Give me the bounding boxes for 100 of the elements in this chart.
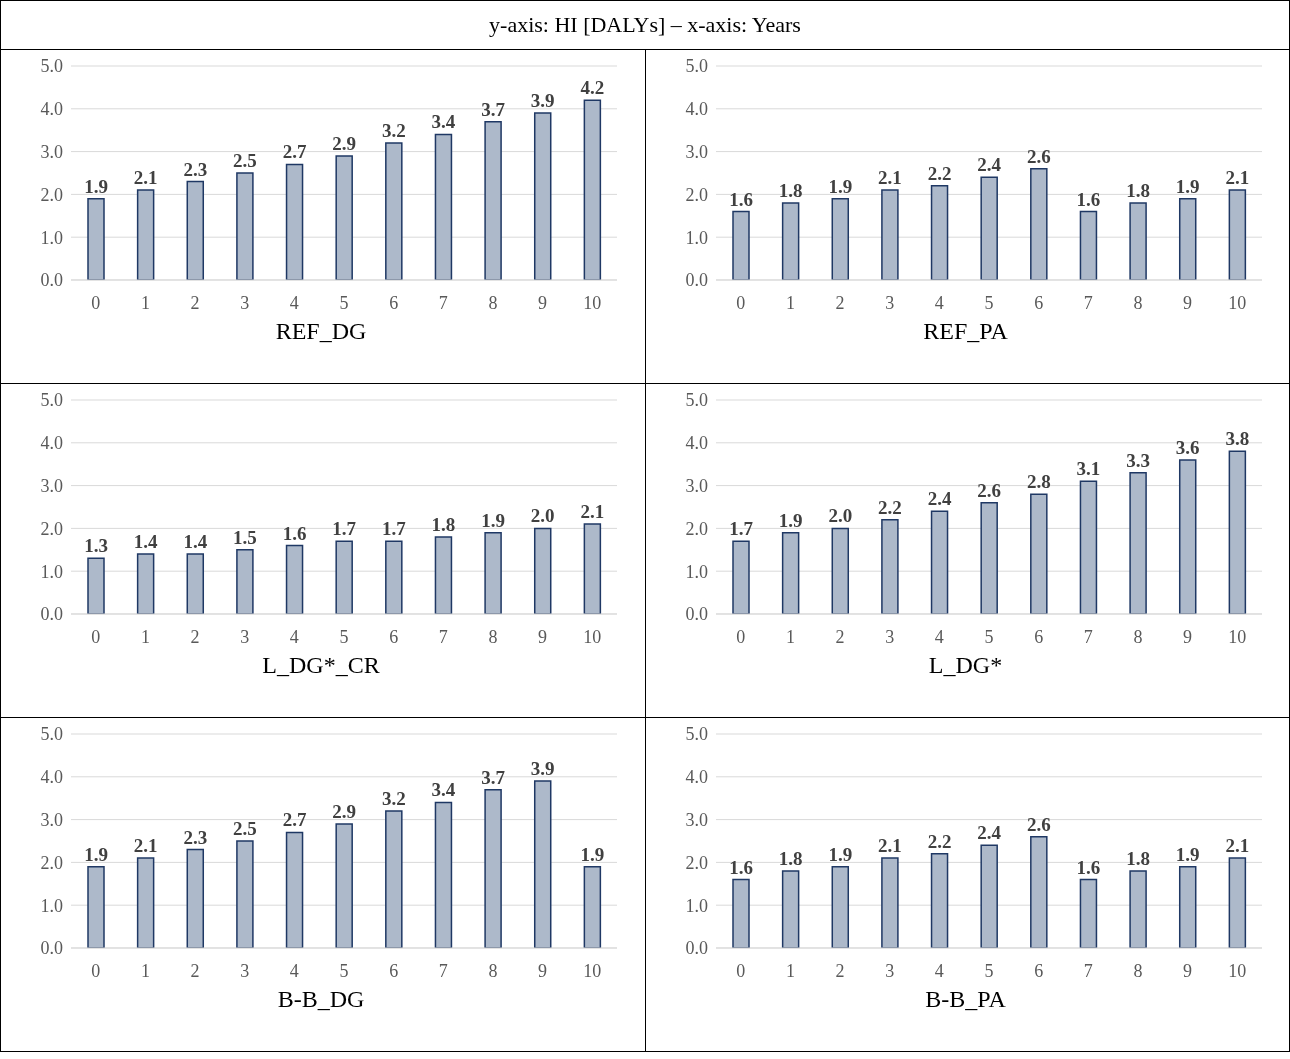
y-tick-label: 5.0 bbox=[685, 724, 708, 745]
x-tick-label: 0 bbox=[735, 960, 745, 981]
data-label: 2.2 bbox=[927, 830, 951, 852]
y-tick-label: 4.0 bbox=[40, 99, 63, 120]
data-label: 2.0 bbox=[530, 505, 555, 527]
text: L_DG* bbox=[927, 652, 1004, 679]
data-label: 1.8 bbox=[778, 847, 803, 869]
data-label: 1.8 bbox=[778, 179, 803, 201]
data-label: 1.5 bbox=[233, 526, 257, 548]
x-tick-label: 9 bbox=[1182, 292, 1192, 313]
x-tick-label: 6 bbox=[1033, 960, 1043, 981]
x-tick-label: 9 bbox=[538, 626, 548, 647]
y-tick-label: 3.0 bbox=[40, 475, 63, 496]
bar bbox=[434, 133, 453, 280]
bar bbox=[1228, 450, 1246, 614]
x-tick-label: 1 bbox=[785, 292, 795, 313]
x-tick-label: 4 bbox=[934, 960, 944, 981]
x-tick-label: 3 bbox=[240, 292, 250, 313]
bar bbox=[1079, 210, 1097, 280]
x-tick-label: 5 bbox=[984, 960, 993, 981]
bar bbox=[136, 857, 155, 948]
data-label: 1.3 bbox=[84, 535, 108, 557]
x-tick-label: 7 bbox=[438, 626, 448, 647]
data-label: 1.9 bbox=[84, 843, 108, 865]
y-tick-label: 0.0 bbox=[40, 604, 63, 625]
bar bbox=[781, 531, 799, 614]
data-label: 3.7 bbox=[481, 98, 506, 120]
bar bbox=[731, 540, 750, 614]
bar bbox=[484, 120, 502, 280]
bar bbox=[583, 523, 602, 614]
y-tick-label: 0.0 bbox=[40, 938, 63, 959]
bar bbox=[880, 519, 899, 614]
y-tick-label: 5.0 bbox=[40, 390, 63, 411]
bar bbox=[236, 840, 254, 948]
data-label: 1.8 bbox=[431, 513, 456, 535]
data-label: 2.4 bbox=[976, 822, 1002, 844]
bar bbox=[930, 185, 948, 280]
x-tick-label: 2 bbox=[835, 292, 845, 313]
y-tick-label: 3.0 bbox=[685, 141, 708, 162]
data-label: 1.9 bbox=[827, 175, 852, 197]
x-tick-label: 3 bbox=[240, 960, 250, 981]
y-tick-label: 2.0 bbox=[40, 184, 63, 205]
bar bbox=[880, 857, 899, 948]
x-tick-label: 2 bbox=[835, 626, 845, 647]
x-tick-label: 8 bbox=[1132, 292, 1142, 313]
data-label: 1.8 bbox=[1125, 179, 1150, 201]
x-tick-label: 5 bbox=[339, 626, 349, 647]
bar bbox=[1079, 480, 1097, 614]
x-tick-label: 9 bbox=[538, 292, 548, 313]
x-tick-label: 1 bbox=[140, 960, 150, 981]
bar bbox=[1128, 202, 1147, 280]
y-tick-label: 3.0 bbox=[685, 809, 708, 830]
data-label: 2.8 bbox=[1026, 471, 1051, 493]
x-tick-label: 3 bbox=[884, 626, 894, 647]
y-tick-label: 2.0 bbox=[685, 852, 708, 873]
bar bbox=[979, 501, 998, 614]
data-label: 2.1 bbox=[133, 167, 158, 189]
bar bbox=[731, 878, 750, 948]
bar bbox=[781, 202, 799, 280]
data-label: 2.7 bbox=[282, 809, 307, 831]
data-label: 3.2 bbox=[381, 120, 406, 142]
data-label: 3.8 bbox=[1224, 428, 1249, 450]
data-label: 2.3 bbox=[183, 158, 208, 180]
data-label: 2.5 bbox=[233, 150, 257, 171]
bar bbox=[484, 531, 502, 614]
data-label: 1.9 bbox=[778, 509, 803, 531]
bar bbox=[87, 557, 105, 614]
data-label: 1.9 bbox=[580, 843, 605, 865]
y-tick-label: 4.0 bbox=[40, 767, 63, 788]
bar bbox=[285, 544, 304, 614]
y-tick-label: 4.0 bbox=[40, 433, 63, 454]
bar bbox=[1029, 167, 1048, 280]
x-tick-label: 10 bbox=[1227, 626, 1246, 647]
bar bbox=[186, 553, 205, 614]
data-label: 2.6 bbox=[976, 479, 1001, 501]
data-label: 1.6 bbox=[282, 522, 307, 544]
x-tick-label: 2 bbox=[835, 960, 845, 981]
y-tick-label: 1.0 bbox=[685, 561, 708, 582]
x-tick-label: 4 bbox=[289, 626, 299, 647]
y-tick-label: 1.0 bbox=[685, 895, 708, 916]
y-tick-label: 2.0 bbox=[40, 518, 63, 539]
y-tick-label: 5.0 bbox=[40, 724, 63, 745]
data-label: 3.1 bbox=[1076, 458, 1100, 480]
data-label: 2.1 bbox=[877, 835, 902, 857]
data-label: 1.4 bbox=[133, 531, 159, 553]
bar bbox=[335, 155, 353, 280]
data-label: 2.9 bbox=[332, 800, 357, 822]
x-tick-label: 8 bbox=[488, 960, 498, 981]
x-tick-label: 9 bbox=[1182, 960, 1192, 981]
bar bbox=[1228, 857, 1246, 948]
x-tick-label: 4 bbox=[934, 626, 944, 647]
bar bbox=[1079, 878, 1097, 948]
bar bbox=[385, 142, 403, 280]
y-tick-label: 1.0 bbox=[40, 561, 63, 582]
data-label: 2.6 bbox=[1026, 145, 1051, 167]
text: B-B_PA bbox=[924, 986, 1007, 1013]
bar bbox=[979, 844, 998, 948]
bar bbox=[1128, 870, 1147, 948]
x-tick-label: 5 bbox=[984, 292, 993, 313]
x-tick-label: 1 bbox=[785, 626, 795, 647]
